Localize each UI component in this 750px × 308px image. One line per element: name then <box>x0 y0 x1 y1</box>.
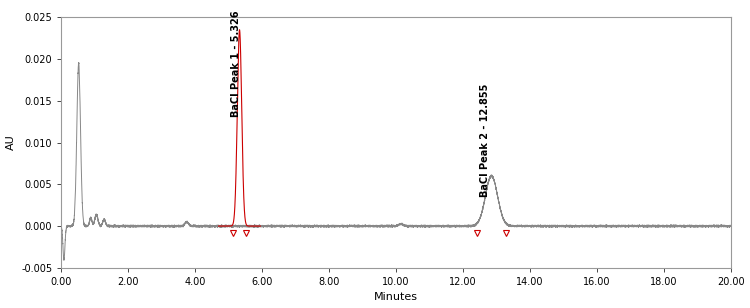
Y-axis label: AU: AU <box>5 135 16 150</box>
X-axis label: Minutes: Minutes <box>374 292 418 302</box>
Text: BaCl Peak 1 - 5.326: BaCl Peak 1 - 5.326 <box>230 11 241 117</box>
Text: BaCl Peak 2 - 12.855: BaCl Peak 2 - 12.855 <box>481 83 490 197</box>
